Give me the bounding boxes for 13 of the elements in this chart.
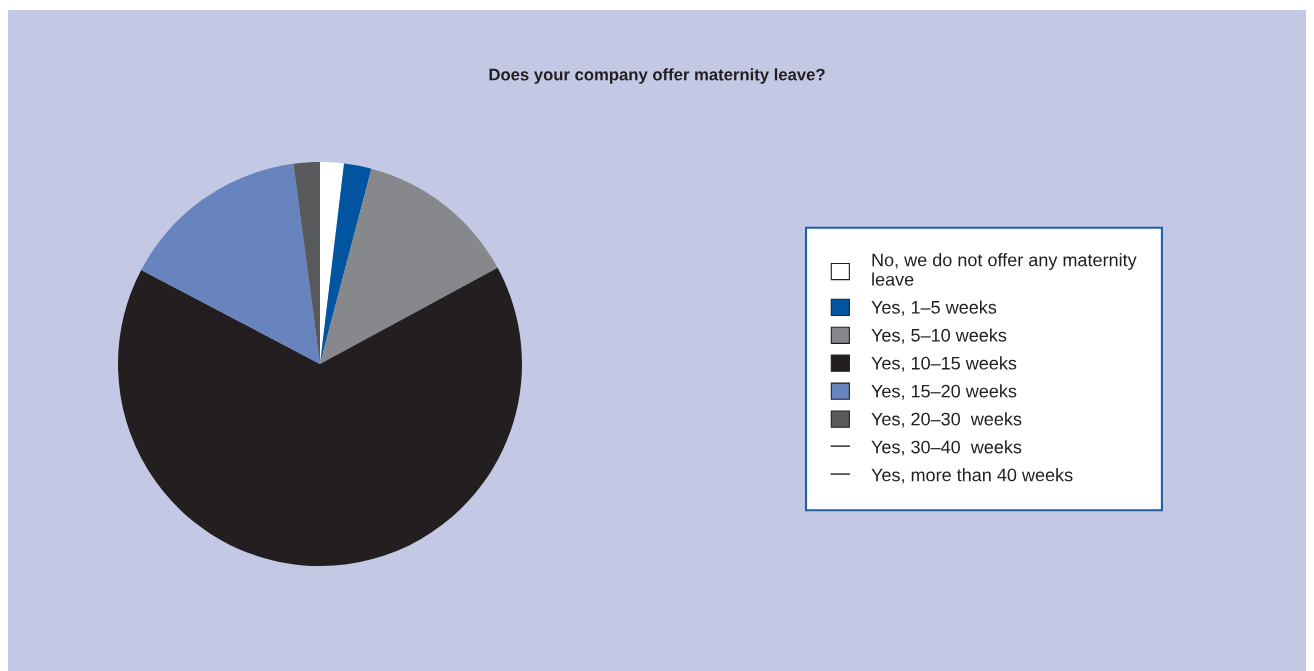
legend-label: Yes, 5–10 weeks bbox=[871, 328, 1007, 344]
legend-label: Yes, 20–30 weeks bbox=[871, 412, 1022, 428]
legend-label: Yes, 1–5 weeks bbox=[871, 300, 997, 316]
legend-label: Yes, 30–40 weeks bbox=[871, 440, 1022, 456]
chart-title: Does your company offer maternity leave? bbox=[489, 68, 825, 84]
pie-slice bbox=[141, 163, 320, 364]
legend-label: Yes, 15–20 weeks bbox=[871, 384, 1017, 400]
pie-slice bbox=[320, 163, 372, 364]
pie-slice bbox=[320, 168, 498, 364]
legend-label: Yes, 10–15 weeks bbox=[871, 356, 1017, 372]
legend-label: Yes, more than 40 weeks bbox=[871, 468, 1073, 484]
pie-slice bbox=[118, 267, 522, 566]
legend-label: No, we do not offer any maternity leave bbox=[872, 253, 1137, 286]
